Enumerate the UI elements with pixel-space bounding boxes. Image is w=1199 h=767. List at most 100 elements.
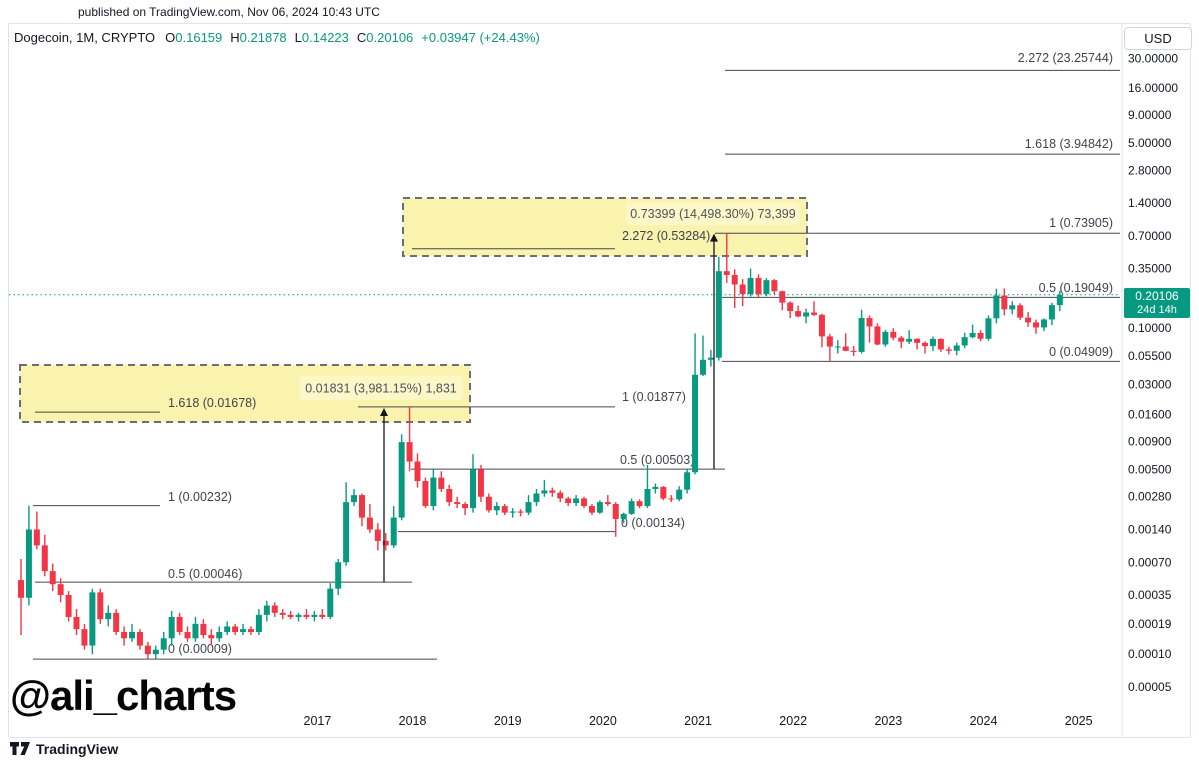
y-axis-tick: 5.00000 [1128, 136, 1172, 150]
open-value: O0.16159 [165, 30, 223, 45]
candle-body [1001, 295, 1008, 310]
candle-body [969, 332, 976, 338]
candle-body [430, 477, 437, 507]
candle-body [573, 498, 580, 504]
candle-body [279, 612, 286, 615]
y-axis-tick: 0.00900 [1128, 435, 1172, 449]
low-value: L0.14223 [294, 30, 349, 45]
candle-body [311, 614, 318, 617]
candle-body [446, 488, 453, 503]
y-axis-tick: 16.00000 [1128, 81, 1178, 95]
candle-body [57, 584, 64, 596]
candle-body [41, 545, 48, 572]
candle-body [977, 332, 984, 339]
x-axis-tick: 2020 [589, 714, 617, 728]
candle-body [961, 337, 968, 346]
candle-body [557, 492, 564, 499]
fib-level-label: 0.5 (0.19049) [1039, 281, 1113, 295]
candle-body [739, 284, 746, 295]
candle-body [803, 312, 810, 317]
candle-body [811, 312, 817, 315]
candle-body [644, 488, 651, 507]
candle-body [493, 506, 500, 511]
current-price-badge: 0.20106 24d 14h [1124, 288, 1190, 318]
candle-body [240, 629, 247, 632]
candle-body [929, 338, 936, 347]
candle-body [382, 540, 389, 546]
candle-body [993, 295, 1000, 319]
candle-body [247, 629, 254, 632]
candle-body [914, 338, 921, 343]
candle-body [660, 486, 667, 499]
tradingview-logo-icon[interactable] [10, 742, 30, 756]
candle-body [898, 337, 905, 342]
fib-level-label: 1.618 (0.01678) [168, 396, 256, 410]
fib-callout-chip-label: 0.01831 (3,981.15%) 1,831 [305, 382, 457, 396]
candle-body [168, 616, 175, 639]
candle-body [842, 346, 849, 351]
candle-body [232, 626, 239, 632]
watermark: @ali_charts [10, 672, 237, 719]
candle-body [517, 511, 524, 513]
candle-body [890, 331, 897, 338]
currency-usd-button[interactable]: USD [1124, 27, 1192, 50]
y-axis-tick: 0.00280 [1128, 490, 1172, 504]
candle-body [152, 649, 159, 655]
fib-level-label: 1 (0.01877) [622, 390, 686, 404]
candle-body [763, 280, 770, 295]
change-value: +0.03947 (+24.43%) [421, 30, 540, 45]
candle-body [295, 614, 302, 617]
candle-body [620, 513, 627, 519]
fib-level-label: 0 (0.00134) [621, 516, 685, 530]
tradingview-wordmark[interactable]: TradingView [36, 741, 119, 757]
bar-countdown: 24d 14h [1137, 303, 1177, 316]
candle-body [49, 571, 56, 585]
fib-level-label: 2.272 (23.25744) [1018, 51, 1113, 65]
candle-body [470, 469, 477, 509]
candle-body [208, 635, 215, 639]
candle-body [319, 614, 326, 617]
candle-body [97, 592, 104, 620]
fib-level-label: 0 (0.00009) [168, 642, 232, 656]
candle-body [636, 501, 643, 507]
candle-body [462, 504, 469, 509]
candle-body [882, 331, 889, 345]
y-axis-tick: 0.00019 [1128, 617, 1172, 631]
fib-level-label: 1 (0.00232) [168, 490, 232, 504]
fib-level-label: 0.5 (0.00503) [620, 453, 694, 467]
candle-body [263, 605, 270, 615]
candle-body [826, 336, 833, 347]
candle-body [541, 490, 548, 494]
candle-body [406, 442, 413, 462]
y-axis-tick: 9.00000 [1128, 108, 1172, 122]
x-axis-tick: 2021 [684, 714, 712, 728]
candle-body [192, 623, 199, 639]
candle-body [351, 495, 358, 503]
measure-arrow-head [710, 233, 718, 242]
candle-body [692, 374, 699, 473]
footer: TradingView [10, 741, 118, 757]
fib-callout-chip [299, 376, 463, 400]
candle-body [604, 502, 611, 505]
candle-body [121, 631, 128, 639]
candle-body [850, 350, 857, 352]
candle-body [596, 502, 603, 513]
fib-level-label: 0.5 (0.00046) [168, 567, 242, 581]
y-axis-tick: 0.00005 [1128, 680, 1172, 694]
candle-body [866, 318, 873, 327]
y-axis-tick: 0.35000 [1128, 262, 1172, 276]
x-axis-tick: 2024 [970, 714, 998, 728]
candle-body [699, 359, 706, 375]
candle-body [398, 442, 405, 518]
symbol-title[interactable]: Dogecoin, 1M, CRYPTO [14, 30, 156, 45]
y-axis-tick: 30.00000 [1128, 51, 1178, 65]
candle-body [612, 504, 619, 519]
y-axis-tick: 0.00500 [1128, 462, 1172, 476]
candle-body [588, 506, 595, 513]
fib-level-label: 1 (0.73905) [1049, 216, 1113, 230]
candle-body [271, 605, 278, 613]
close-value: C0.20106 [356, 30, 414, 45]
high-value: H0.21878 [230, 30, 287, 45]
candle-body [787, 302, 794, 312]
